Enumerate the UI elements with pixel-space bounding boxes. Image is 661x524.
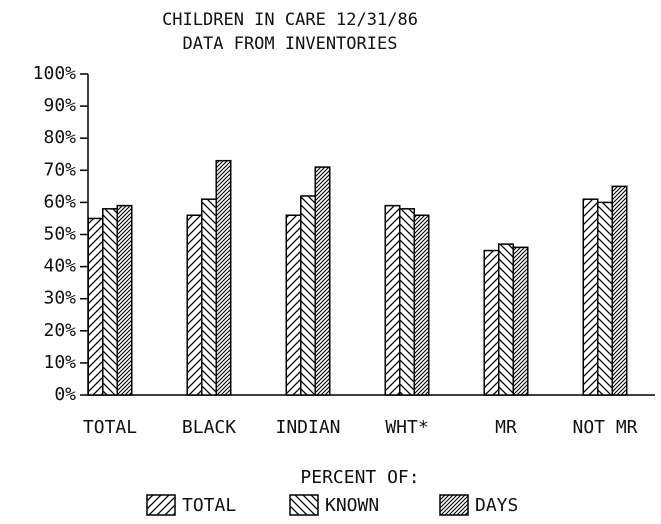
x-tick-label: WHT*: [385, 417, 428, 438]
legend-label: KNOWN: [325, 495, 379, 516]
legend-title: PERCENT OF:: [300, 467, 419, 488]
y-tick-label: 0%: [54, 384, 76, 405]
legend-label: DAYS: [475, 495, 518, 516]
bar: [413, 214, 430, 396]
x-tick-label: NOT MR: [572, 417, 637, 438]
x-tick-label: BLACK: [182, 417, 236, 438]
bar: [116, 204, 133, 396]
bar: [384, 204, 401, 396]
bar: [285, 214, 302, 396]
legend-swatch: [289, 494, 319, 516]
y-tick-label: 20%: [43, 320, 76, 341]
legend-label: TOTAL: [182, 495, 236, 516]
bar: [483, 249, 500, 396]
bar: [87, 217, 104, 396]
bar: [201, 198, 217, 396]
y-tick-label: 10%: [43, 352, 76, 373]
chart-title: CHILDREN IN CARE 12/31/86: [162, 10, 418, 30]
y-tick-label: 100%: [33, 63, 77, 84]
y-tick-label: 50%: [43, 224, 76, 245]
x-tick-label: MR: [495, 417, 517, 438]
bar: [102, 208, 118, 396]
bar: [399, 208, 415, 396]
y-tick-label: 70%: [43, 159, 76, 180]
y-tick-label: 40%: [43, 256, 76, 277]
bar: [512, 246, 529, 396]
bar: [215, 159, 232, 396]
bar: [186, 214, 203, 396]
y-tick-label: 30%: [43, 288, 76, 309]
y-tick-label: 90%: [43, 95, 76, 116]
y-tick-label: 80%: [43, 127, 76, 148]
bar: [300, 195, 316, 396]
bar: [582, 198, 599, 396]
x-tick-label: INDIAN: [275, 417, 340, 438]
bar: [314, 166, 331, 396]
legend-swatch: [439, 494, 469, 516]
x-tick-label: TOTAL: [83, 417, 137, 438]
y-tick-label: 60%: [43, 191, 76, 212]
chart-subtitle: DATA FROM INVENTORIES: [183, 34, 398, 54]
bar: [611, 185, 628, 396]
bar: [498, 243, 514, 396]
legend-swatch: [146, 494, 176, 516]
bar: [597, 201, 613, 396]
